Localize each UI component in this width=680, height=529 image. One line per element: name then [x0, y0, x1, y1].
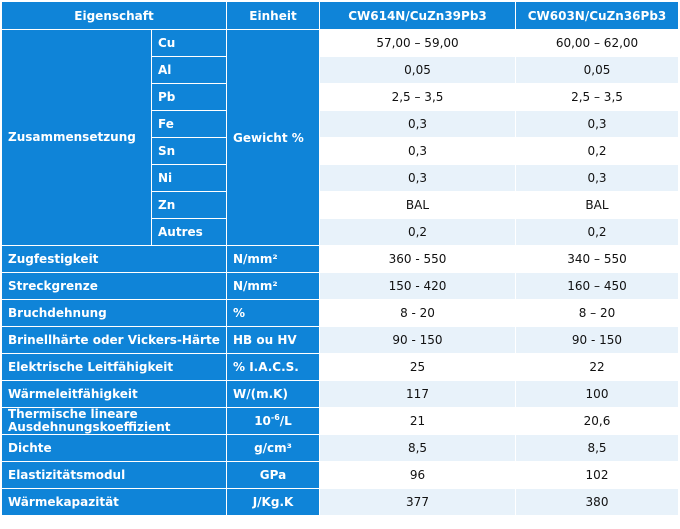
property-unit: g/cm³ — [226, 434, 320, 462]
property-unit: % I.A.C.S. — [226, 353, 320, 381]
table-row: Al 0,05 0,05 — [2, 56, 679, 84]
unit-base: 10 — [254, 414, 271, 428]
value-alloy1: 150 - 420 — [319, 272, 516, 300]
property-label: Wärmeleitfähigkeit — [1, 380, 227, 408]
property-label: Dichte — [1, 434, 227, 462]
table-row: Autres 0,2 0,2 — [2, 218, 679, 246]
value-alloy1: 0,3 — [319, 164, 516, 192]
value-alloy1: 2,5 – 3,5 — [319, 83, 516, 111]
table-row: Wärmeleitfähigkeit W/(m.K) 117 100 — [1, 380, 679, 408]
value-alloy2: 0,2 — [515, 137, 679, 165]
header-property: Eigenschaft — [1, 1, 227, 30]
property-label: Streckgrenze — [1, 272, 227, 300]
value-alloy2: 160 – 450 — [515, 272, 679, 300]
value-alloy1: 117 — [319, 380, 516, 408]
element-label: Cu — [151, 29, 227, 57]
value-alloy1: 0,3 — [319, 110, 516, 138]
value-alloy1: 0,3 — [319, 137, 516, 165]
header-alloy1: CW614N/CuZn39Pb3 — [319, 1, 516, 30]
table-row: Fe 0,3 0,3 — [2, 110, 679, 138]
property-label: Brinellhärte oder Vickers-Härte — [1, 326, 227, 354]
table-row: Brinellhärte oder Vickers-Härte HB ou HV… — [1, 326, 679, 354]
table-row: Zugfestigkeit N/mm² 360 - 550 340 – 550 — [1, 245, 679, 273]
value-alloy2: 0,3 — [515, 110, 679, 138]
value-alloy2: 340 – 550 — [515, 245, 679, 273]
table-row: Dichte g/cm³ 8,5 8,5 — [1, 434, 679, 462]
value-alloy2: 20,6 — [515, 407, 679, 435]
value-alloy1: 8,5 — [319, 434, 516, 462]
value-alloy2: 100 — [515, 380, 679, 408]
value-alloy1: 360 - 550 — [319, 245, 516, 273]
property-label: Wärmekapazität — [1, 488, 227, 516]
property-unit: N/mm² — [226, 245, 320, 273]
property-unit: N/mm² — [226, 272, 320, 300]
element-label: Al — [151, 56, 227, 84]
table-row: Thermische lineare Ausdehnungskoeffizien… — [1, 407, 679, 435]
element-label: Sn — [151, 137, 227, 165]
value-alloy1: 377 — [319, 488, 516, 516]
header-unit: Einheit — [226, 1, 320, 30]
value-alloy2: 102 — [515, 461, 679, 489]
value-alloy2: 60,00 – 62,00 — [515, 29, 679, 57]
property-label: Thermische lineare Ausdehnungskoeffizien… — [1, 407, 227, 435]
value-alloy1: 57,00 – 59,00 — [319, 29, 516, 57]
table-row: Elektrische Leitfähigkeit % I.A.C.S. 25 … — [1, 353, 679, 381]
value-alloy1: 0,2 — [319, 218, 516, 246]
element-label: Fe — [151, 110, 227, 138]
property-unit: % — [226, 299, 320, 327]
property-unit: J/Kg.K — [226, 488, 320, 516]
header-row: Eigenschaft Einheit CW614N/CuZn39Pb3 CW6… — [1, 1, 679, 30]
table-row: Elastizitätsmodul GPa 96 102 — [1, 461, 679, 489]
table-row: Sn 0,3 0,2 — [2, 137, 679, 165]
value-alloy2: BAL — [515, 191, 679, 219]
value-alloy2: 0,05 — [515, 56, 679, 84]
table-row: Ni 0,3 0,3 — [2, 164, 679, 192]
value-alloy2: 22 — [515, 353, 679, 381]
value-alloy2: 90 - 150 — [515, 326, 679, 354]
element-label: Autres — [151, 218, 227, 246]
value-alloy2: 0,3 — [515, 164, 679, 192]
value-alloy2: 2,5 – 3,5 — [515, 83, 679, 111]
property-unit: 10-6/L — [226, 407, 320, 435]
composition-unit: Gewicht % — [226, 29, 320, 246]
composition-label: Zusammensetzung — [1, 29, 152, 246]
value-alloy2: 8 – 20 — [515, 299, 679, 327]
property-unit: GPa — [226, 461, 320, 489]
value-alloy1: 90 - 150 — [319, 326, 516, 354]
property-label: Elastizitätsmodul — [1, 461, 227, 489]
element-label: Ni — [151, 164, 227, 192]
table-row: Zusammensetzung Cu Gewicht % 57,00 – 59,… — [1, 29, 679, 246]
value-alloy1: 0,05 — [319, 56, 516, 84]
value-alloy1: 8 - 20 — [319, 299, 516, 327]
properties-table: Eigenschaft Einheit CW614N/CuZn39Pb3 CW6… — [1, 1, 679, 516]
header-alloy2: CW603N/CuZn36Pb3 — [515, 1, 679, 30]
table-row: Pb 2,5 – 3,5 2,5 – 3,5 — [2, 83, 679, 111]
value-alloy1: 96 — [319, 461, 516, 489]
element-label: Zn — [151, 191, 227, 219]
unit-tail: /L — [279, 414, 292, 428]
value-alloy1: 21 — [319, 407, 516, 435]
property-label: Bruchdehnung — [1, 299, 227, 327]
value-alloy2: 380 — [515, 488, 679, 516]
value-alloy1: 25 — [319, 353, 516, 381]
table-row: Wärmekapazität J/Kg.K 377 380 — [1, 488, 679, 516]
property-label: Zugfestigkeit — [1, 245, 227, 273]
value-alloy2: 8,5 — [515, 434, 679, 462]
unit-exponent: -6 — [270, 413, 280, 422]
property-unit: HB ou HV — [226, 326, 320, 354]
property-label: Elektrische Leitfähigkeit — [1, 353, 227, 381]
value-alloy1: BAL — [319, 191, 516, 219]
table-row: Streckgrenze N/mm² 150 - 420 160 – 450 — [1, 272, 679, 300]
table-row: Bruchdehnung % 8 - 20 8 – 20 — [1, 299, 679, 327]
property-unit: W/(m.K) — [226, 380, 320, 408]
value-alloy2: 0,2 — [515, 218, 679, 246]
element-label: Pb — [151, 83, 227, 111]
